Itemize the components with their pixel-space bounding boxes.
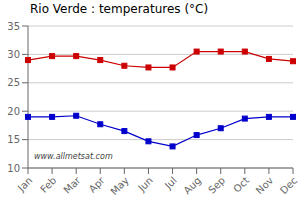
svg-text:Aug: Aug (181, 175, 203, 197)
svg-text:Mar: Mar (61, 174, 83, 196)
svg-text:Nov: Nov (254, 175, 276, 197)
svg-text:35: 35 (8, 21, 20, 32)
svg-text:Feb: Feb (38, 175, 58, 195)
svg-text:30: 30 (8, 49, 20, 60)
svg-text:Jul: Jul (162, 175, 179, 192)
svg-text:Jun: Jun (135, 175, 155, 195)
svg-text:25: 25 (8, 77, 20, 88)
svg-text:Sep: Sep (206, 175, 227, 196)
svg-text:Apr: Apr (87, 174, 108, 195)
svg-text:May: May (108, 175, 130, 197)
html-text:Rio Verde : temperatures (°C): Rio Verde : temperatures (°C) (30, 2, 209, 16)
svg-text:20: 20 (8, 106, 20, 117)
svg-text:Oct: Oct (231, 175, 251, 195)
svg-text:Dec: Dec (278, 175, 297, 196)
svg-text:10: 10 (8, 163, 20, 174)
svg-text:Jan: Jan (15, 175, 34, 194)
svg-text:15: 15 (8, 134, 20, 145)
html-text:www.allmetsat.com: www.allmetsat.com (34, 152, 113, 161)
